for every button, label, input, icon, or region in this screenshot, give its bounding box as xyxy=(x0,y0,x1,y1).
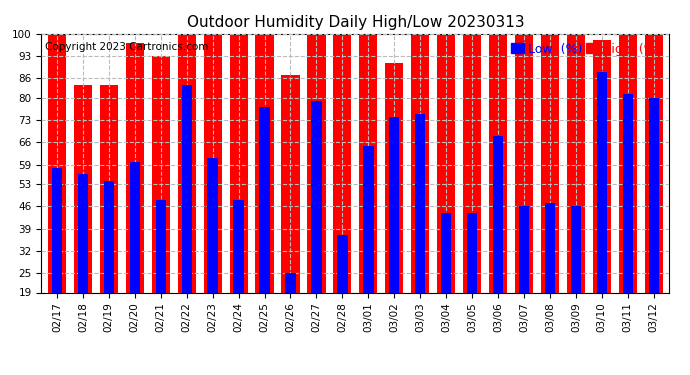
Bar xyxy=(363,146,373,292)
Text: Copyright 2023 Cartronics.com: Copyright 2023 Cartronics.com xyxy=(45,42,208,51)
Bar xyxy=(48,34,66,292)
Bar xyxy=(597,72,607,292)
Bar xyxy=(104,181,114,292)
Bar xyxy=(437,34,455,292)
Bar xyxy=(619,34,637,292)
Bar xyxy=(78,174,88,292)
Bar xyxy=(311,101,322,292)
Bar xyxy=(467,213,477,292)
Bar xyxy=(441,213,451,292)
Title: Outdoor Humidity Daily High/Low 20230313: Outdoor Humidity Daily High/Low 20230313 xyxy=(186,15,524,30)
Bar xyxy=(282,75,299,292)
Bar xyxy=(411,34,429,292)
Bar xyxy=(100,85,118,292)
Legend: Low  (%), High  (%): Low (%), High (%) xyxy=(509,40,663,58)
Bar xyxy=(126,44,144,292)
Bar xyxy=(285,273,296,292)
Bar xyxy=(649,98,659,292)
Bar xyxy=(233,200,244,292)
Bar xyxy=(415,114,426,292)
Bar xyxy=(230,34,248,292)
Bar xyxy=(130,162,140,292)
Bar xyxy=(389,117,400,292)
Bar xyxy=(622,94,633,292)
Bar xyxy=(208,158,218,292)
Bar xyxy=(259,107,270,292)
Bar xyxy=(571,206,581,292)
Bar xyxy=(489,34,507,292)
Bar xyxy=(337,235,348,292)
Bar xyxy=(385,63,404,292)
Bar xyxy=(463,34,481,292)
Bar xyxy=(181,85,192,292)
Bar xyxy=(155,200,166,292)
Bar xyxy=(52,168,62,292)
Bar xyxy=(644,34,663,292)
Bar xyxy=(307,34,326,292)
Bar xyxy=(493,136,503,292)
Bar xyxy=(152,56,170,292)
Bar xyxy=(333,34,351,292)
Bar xyxy=(204,34,221,292)
Bar xyxy=(541,34,559,292)
Bar xyxy=(519,206,529,292)
Bar xyxy=(359,34,377,292)
Bar xyxy=(515,34,533,292)
Bar xyxy=(177,34,196,292)
Bar xyxy=(74,85,92,292)
Bar xyxy=(566,34,585,292)
Bar xyxy=(545,203,555,292)
Bar xyxy=(593,40,611,292)
Bar xyxy=(255,34,274,292)
